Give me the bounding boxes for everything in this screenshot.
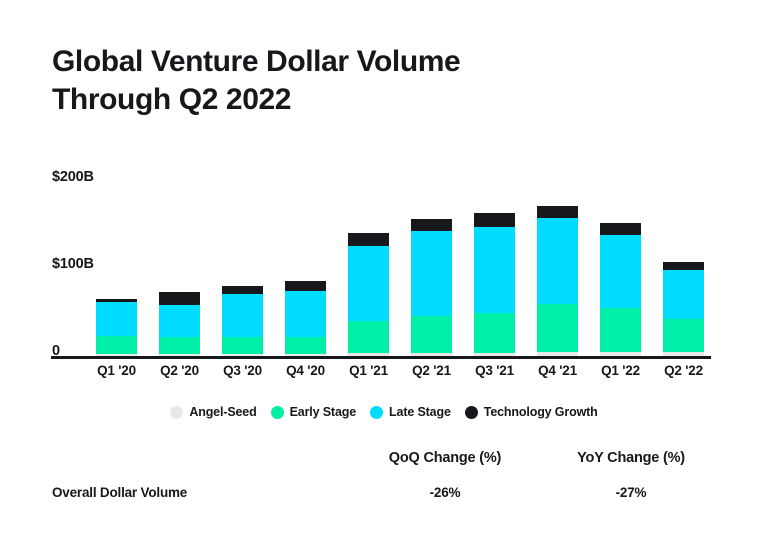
bar-segment-early-stage <box>537 303 578 352</box>
bar-segment-angel-seed <box>600 351 641 356</box>
legend-item[interactable]: Late Stage <box>370 405 451 419</box>
legend-item[interactable]: Early Stage <box>270 405 357 419</box>
bar-segment-early-stage <box>663 318 704 352</box>
bar-segment-early-stage <box>348 321 389 354</box>
bar-segment-technology-growth <box>411 218 452 231</box>
bar-segment-early-stage <box>474 312 515 354</box>
bar-segment-technology-growth <box>474 213 515 228</box>
stacked-bar[interactable] <box>537 206 578 356</box>
bar-segment-angel-seed <box>411 353 452 356</box>
bar-segment-angel-seed <box>285 354 326 356</box>
stacked-bar[interactable] <box>222 286 263 356</box>
y-axis-tick-0: 0 <box>52 343 60 359</box>
bar-segment-technology-growth <box>663 262 704 270</box>
x-axis-tick-label: Q2 '21 <box>412 363 451 378</box>
stacked-bar[interactable] <box>285 281 326 356</box>
bar-segment-early-stage <box>222 336 263 355</box>
bar-segment-angel-seed <box>537 351 578 356</box>
bar-segment-late-stage <box>348 245 389 322</box>
x-axis-tick-label: Q4 '21 <box>538 363 577 378</box>
bar-segment-early-stage <box>600 308 641 352</box>
bar-segment-angel-seed <box>348 353 389 356</box>
legend-item-label: Angel-Seed <box>189 405 257 419</box>
bar-segment-late-stage <box>159 304 200 337</box>
bar-segment-angel-seed <box>96 354 137 356</box>
bar-segment-angel-seed <box>159 354 200 356</box>
bar-group[interactable] <box>474 160 515 356</box>
bar-segment-technology-growth <box>348 233 389 246</box>
x-axis-tick-label: Q4 '20 <box>286 363 325 378</box>
bar-segment-early-stage <box>285 336 326 355</box>
bar-segment-late-stage <box>285 290 326 337</box>
x-axis-tick-label: Q1 '20 <box>97 363 136 378</box>
stacked-bar[interactable] <box>600 222 641 356</box>
bar-segment-angel-seed <box>474 353 515 356</box>
summary-table: QoQ Change (%) YoY Change (%) Overall Do… <box>52 441 724 509</box>
bar-segment-early-stage <box>411 315 452 354</box>
y-axis-tick-200b: $200B <box>52 169 94 185</box>
bar-segment-late-stage <box>537 217 578 304</box>
legend-item-label: Technology Growth <box>483 405 598 419</box>
bar-segment-early-stage <box>159 336 200 355</box>
bar-segment-late-stage <box>600 235 641 309</box>
table-header-yoy: YoY Change (%) <box>577 450 685 466</box>
bar-segment-late-stage <box>96 302 137 336</box>
table-cell-metric-label: Overall Dollar Volume <box>52 484 188 500</box>
bar-group[interactable] <box>348 160 389 356</box>
bar-segment-technology-growth <box>600 222 641 236</box>
circle-icon <box>370 405 384 419</box>
y-axis-tick-100b: $100B <box>52 256 94 272</box>
bar-segment-technology-growth <box>159 291 200 305</box>
bar-group[interactable] <box>537 160 578 356</box>
legend-item-label: Late Stage <box>389 405 451 419</box>
bar-group[interactable] <box>600 160 641 356</box>
bar-segment-late-stage <box>411 230 452 316</box>
stacked-bar[interactable] <box>663 262 704 356</box>
bar-segment-technology-growth <box>96 299 137 303</box>
stacked-bar[interactable] <box>96 299 137 356</box>
bar-group[interactable] <box>285 160 326 356</box>
circle-icon <box>170 405 184 419</box>
bar-group[interactable] <box>159 160 200 356</box>
bar-segment-late-stage <box>663 269 704 319</box>
table-header-row: QoQ Change (%) YoY Change (%) <box>52 441 724 475</box>
x-axis-tick-label: Q3 '21 <box>475 363 514 378</box>
table-cell-yoy-value: -27% <box>615 484 647 500</box>
x-axis-tick-labels: Q1 '20 Q2 '20 Q3 '20 Q4 '20 Q1 '21 Q2 '21 Q3 '… <box>96 363 716 378</box>
x-axis-tick-label: Q1 '21 <box>349 363 388 378</box>
bar-segment-late-stage <box>474 227 515 313</box>
bar-segment-technology-growth <box>222 286 263 295</box>
x-axis-tick-label: Q2 '20 <box>160 363 199 378</box>
legend-item[interactable]: Technology Growth <box>464 405 598 419</box>
page-title: Global Venture Dollar Volume Through Q2 … <box>52 45 461 116</box>
bar-group[interactable] <box>222 160 263 356</box>
table-cell-qoq-value: -26% <box>429 484 461 500</box>
stacked-bar[interactable] <box>474 213 515 356</box>
x-axis-tick-label: Q1 '22 <box>601 363 640 378</box>
bar-segment-early-stage <box>96 336 137 355</box>
stacked-bar[interactable] <box>411 218 452 356</box>
bar-segment-late-stage <box>222 294 263 337</box>
bar-segment-angel-seed <box>222 354 263 356</box>
chart-legend: Angel-Seed Early Stage Late Stage Technolog… <box>0 405 768 419</box>
bar-group[interactable] <box>411 160 452 356</box>
bar-group[interactable] <box>96 160 137 356</box>
x-axis-line <box>51 356 711 359</box>
bar-segment-technology-growth <box>537 206 578 218</box>
bar-series-container <box>96 160 716 356</box>
x-axis-tick-label: Q2 '22 <box>664 363 703 378</box>
table-row: Overall Dollar Volume -26% -27% <box>52 475 724 509</box>
stacked-bar[interactable] <box>159 291 200 356</box>
circle-icon <box>270 405 284 419</box>
stacked-bar[interactable] <box>348 233 389 356</box>
bar-segment-angel-seed <box>663 351 704 356</box>
table-header-qoq: QoQ Change (%) <box>388 450 502 466</box>
x-axis-tick-label: Q3 '20 <box>223 363 262 378</box>
legend-item-label: Early Stage <box>289 405 357 419</box>
legend-item[interactable]: Angel-Seed <box>170 405 257 419</box>
chart-plot-area: $200B $100B 0 Q1 '20 Q2 '20 Q3 '20 Q4 '20 Q1… <box>51 160 716 378</box>
bar-segment-technology-growth <box>285 281 326 291</box>
bar-group[interactable] <box>663 160 704 356</box>
circle-icon <box>464 405 478 419</box>
